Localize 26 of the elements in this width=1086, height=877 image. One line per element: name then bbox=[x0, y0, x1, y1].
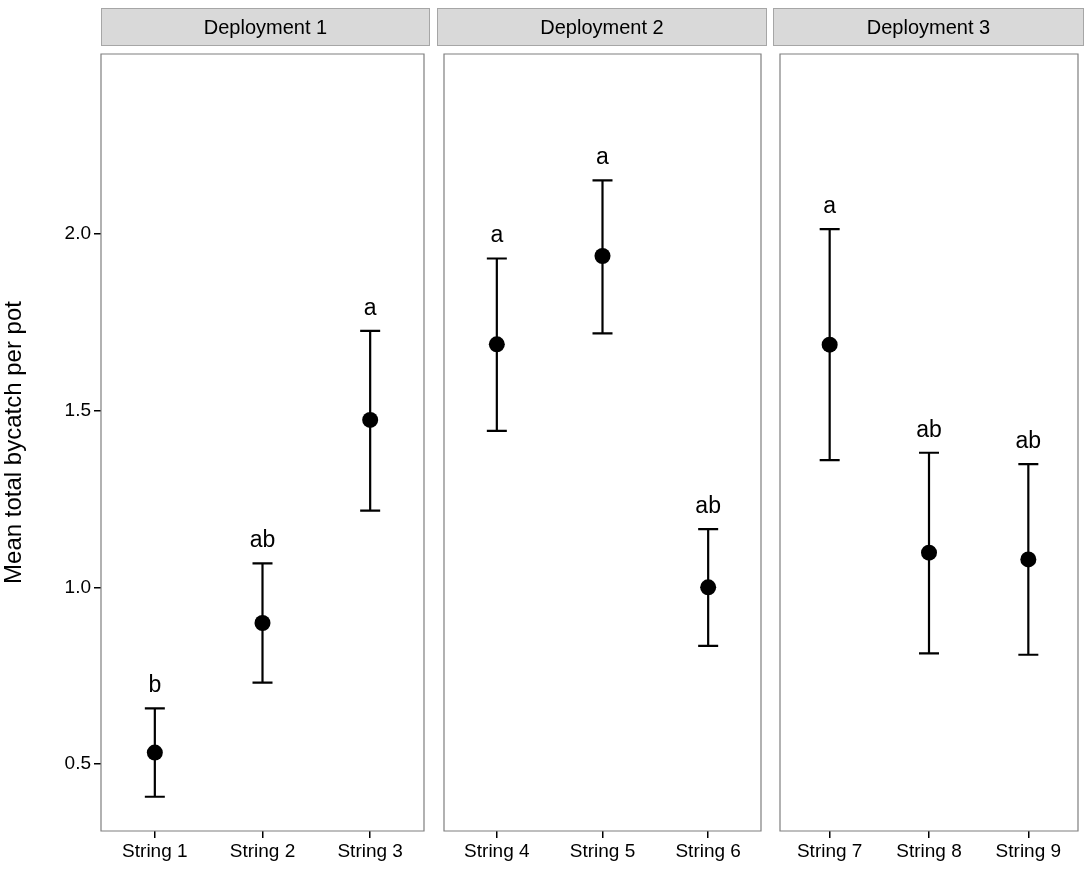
x-tick-label: String 4 bbox=[464, 839, 530, 861]
x-tick-label: String 2 bbox=[229, 839, 296, 861]
y-tick-label: 1.0 bbox=[64, 575, 91, 597]
annotation: ab bbox=[916, 415, 942, 442]
annotation: a bbox=[823, 192, 837, 219]
y-tick-label: 2.0 bbox=[64, 222, 91, 244]
x-tick-label: String 9 bbox=[995, 839, 1062, 861]
annotation: a bbox=[363, 293, 377, 320]
chart-title: Deployment 3 bbox=[773, 8, 1084, 46]
annotation: b bbox=[148, 671, 162, 698]
x-tick-label: String 8 bbox=[896, 839, 962, 861]
x-tick-label: String 5 bbox=[569, 839, 636, 861]
x-tick-label: String 1 bbox=[122, 839, 188, 861]
chart-title: Deployment 2 bbox=[437, 8, 767, 46]
y-axis-title: Mean total bycatch per pot bbox=[0, 300, 27, 584]
x-tick-label: String 3 bbox=[337, 839, 403, 861]
annotation: a bbox=[596, 143, 610, 170]
x-tick-label: String 7 bbox=[796, 839, 863, 861]
y-tick-label: 0.5 bbox=[64, 752, 91, 774]
y-tick-label: 1.5 bbox=[64, 398, 91, 420]
annotation: ab bbox=[249, 526, 276, 553]
annotation: ab bbox=[1015, 427, 1042, 454]
annotation: ab bbox=[695, 492, 721, 519]
chart-title: Deployment 1 bbox=[101, 8, 430, 46]
x-tick-label: String 6 bbox=[675, 839, 741, 861]
annotation: a bbox=[490, 221, 504, 248]
